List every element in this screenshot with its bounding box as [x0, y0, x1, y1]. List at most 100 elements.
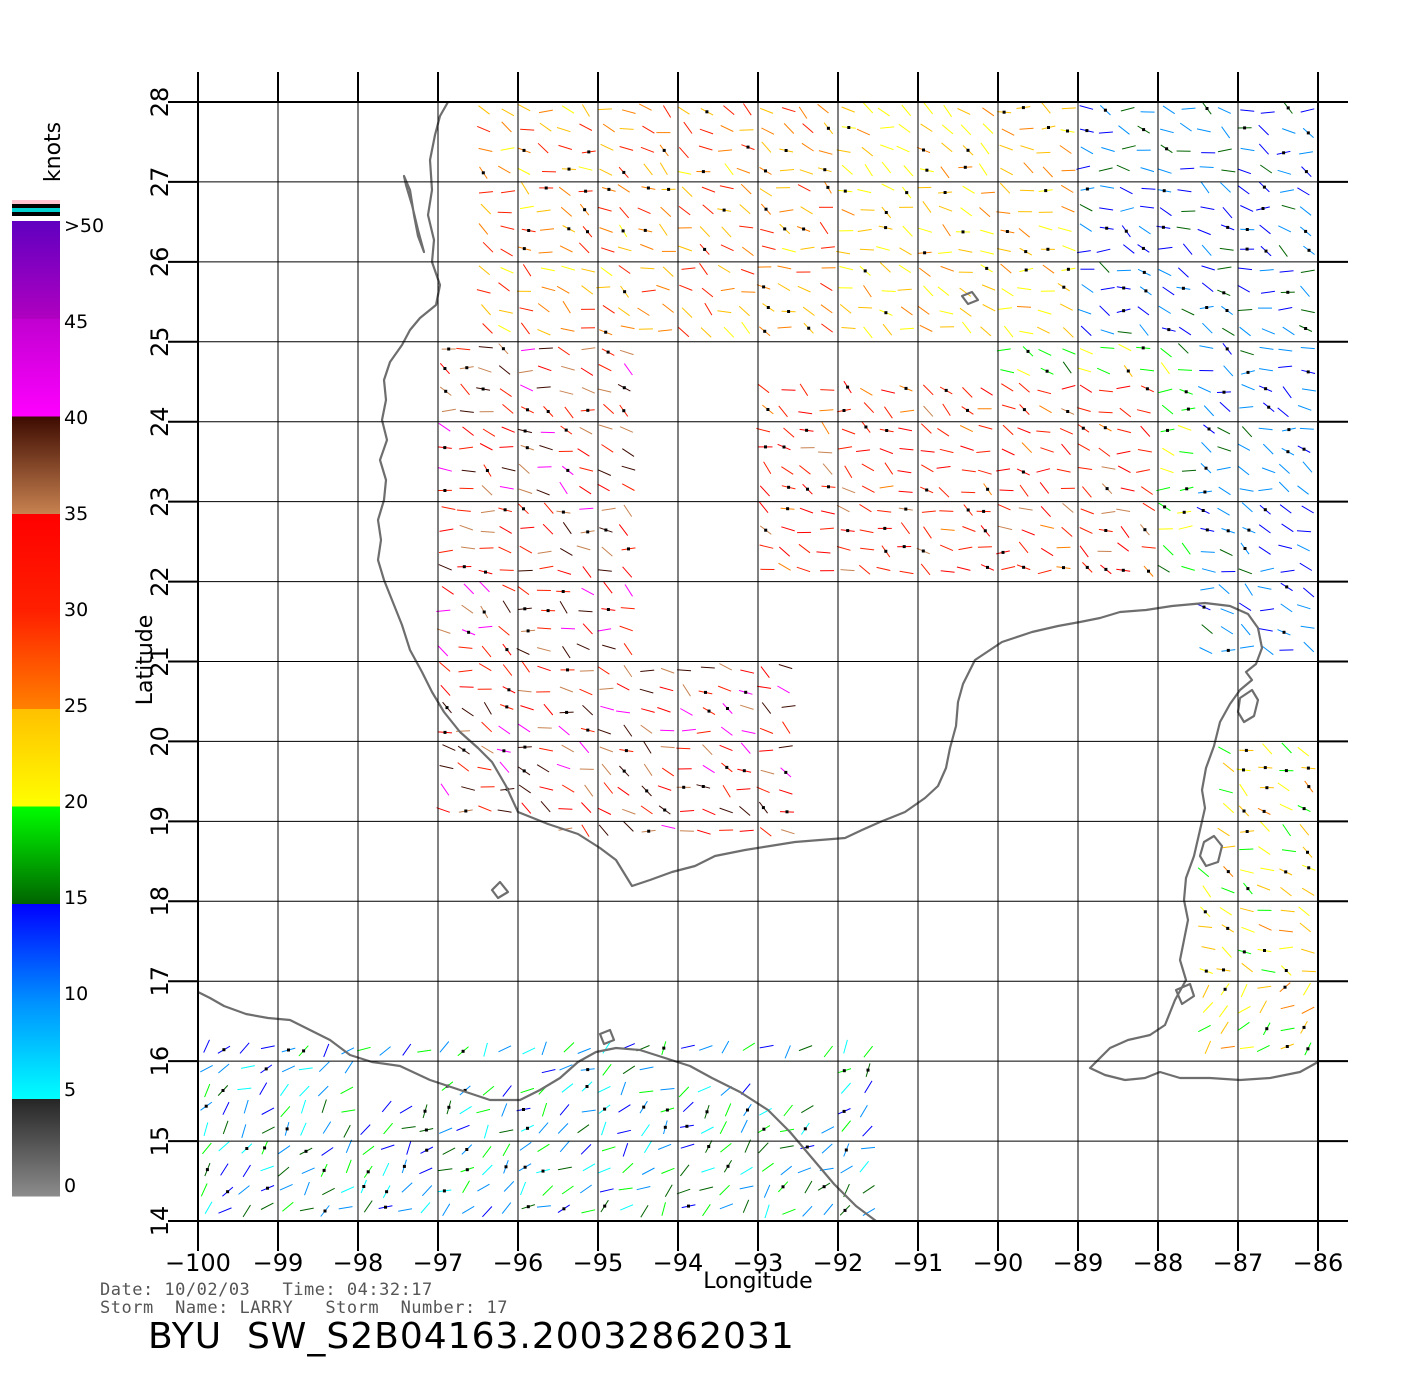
- wind-vector: [724, 163, 734, 176]
- wind-vector: [597, 483, 610, 492]
- wind-vector: [317, 1085, 329, 1097]
- wind-vector: [1080, 508, 1094, 515]
- wind-vector: [861, 485, 875, 493]
- wind-vector: [579, 741, 590, 754]
- vector-center-dot: [484, 570, 487, 574]
- wind-vector: [501, 121, 512, 133]
- wind-vector: [581, 347, 596, 351]
- wind-vector: [458, 646, 473, 649]
- wind-vector: [1240, 869, 1254, 874]
- wind-vector: [1140, 486, 1153, 495]
- vector-center-dot: [966, 408, 969, 412]
- wind-vector: [363, 1200, 373, 1213]
- wind-vector: [518, 370, 533, 374]
- wind-vector: [1256, 884, 1271, 891]
- vector-center-dot: [1045, 369, 1049, 373]
- wind-vector: [700, 1126, 714, 1134]
- vector-center-dot: [204, 1104, 208, 1108]
- wind-vector: [579, 426, 593, 435]
- vector-center-dot: [1185, 487, 1189, 491]
- wind-vector: [1300, 285, 1310, 297]
- legend-label: 45: [64, 311, 88, 333]
- wind-vector: [1038, 348, 1052, 356]
- vector-center-dot: [1142, 128, 1146, 132]
- wind-vector: [584, 784, 594, 797]
- vector-center-dot: [1046, 247, 1050, 251]
- wind-vector: [483, 1042, 488, 1057]
- wind-vector: [923, 526, 932, 539]
- vector-center-dot: [564, 428, 568, 432]
- vector-center-dot: [1222, 390, 1226, 394]
- vector-center-dot: [807, 326, 811, 330]
- wind-vector: [1280, 569, 1295, 573]
- wind-vector: [1261, 467, 1276, 474]
- wind-vector: [521, 802, 532, 814]
- vector-center-dot: [525, 446, 529, 450]
- x-tick-label: −96: [493, 1249, 544, 1277]
- x-tick-label: −92: [813, 1249, 864, 1277]
- wind-vector: [498, 282, 510, 292]
- vector-center-dot: [705, 1110, 709, 1114]
- wind-vector: [520, 705, 534, 711]
- vector-center-dot: [1005, 230, 1009, 233]
- wind-vector: [1203, 405, 1215, 417]
- wind-vector: [1260, 608, 1275, 612]
- wind-vector: [1280, 603, 1293, 613]
- yucatan-lake: [1236, 688, 1260, 724]
- wind-vector: [1062, 361, 1072, 374]
- wind-vector: [959, 307, 972, 317]
- legend-cap-stripe: [12, 200, 60, 204]
- wind-vector: [298, 1067, 313, 1071]
- vector-center-dot: [566, 468, 570, 472]
- vector-center-dot: [966, 148, 970, 152]
- wind-vector: [1216, 466, 1231, 471]
- wind-vector: [482, 1164, 493, 1176]
- wind-vector: [1040, 447, 1054, 453]
- wind-vector: [1101, 466, 1116, 470]
- vector-center-dot: [1145, 387, 1149, 391]
- wind-vector: [563, 1042, 575, 1053]
- wind-vector: [560, 206, 573, 217]
- pacific-islet: [598, 1028, 616, 1046]
- vector-center-dot: [866, 1068, 870, 1072]
- wind-vector: [1218, 788, 1233, 794]
- wind-vector: [1279, 504, 1292, 514]
- vector-center-dot: [785, 810, 789, 814]
- wind-vector: [578, 242, 590, 254]
- wind-vector: [521, 660, 531, 673]
- wind-vector: [576, 545, 591, 551]
- storm-info-line: Storm Name: LARRY Storm Number: 17: [100, 1298, 508, 1318]
- wind-vector: [860, 387, 873, 396]
- vector-center-dot: [1044, 189, 1048, 193]
- wind-vector: [1238, 568, 1253, 575]
- wind-vector: [597, 206, 612, 212]
- wind-vector: [580, 1184, 592, 1194]
- wind-vector: [1221, 887, 1235, 894]
- wind-vector: [681, 186, 693, 197]
- wind-vector: [1240, 623, 1251, 636]
- wind-vector: [1279, 803, 1293, 811]
- vector-center-dot: [781, 1185, 785, 1189]
- wind-vector: [860, 547, 875, 551]
- vector-center-dot: [1306, 370, 1310, 374]
- wind-vector: [1018, 507, 1033, 511]
- wind-vector: [941, 142, 953, 153]
- wind-vector: [462, 426, 474, 436]
- vector-center-dot: [623, 290, 627, 294]
- wind-vector: [1277, 407, 1289, 418]
- vector-center-dot: [565, 710, 569, 714]
- southern-gulf-islet: [490, 880, 510, 900]
- wind-vector: [598, 424, 613, 430]
- wind-vector: [740, 1119, 748, 1133]
- wind-vector: [457, 762, 470, 772]
- wind-vector: [903, 165, 914, 177]
- vector-center-dot: [526, 408, 529, 412]
- vector-center-dot: [843, 1208, 847, 1212]
- wind-vector: [1299, 151, 1313, 155]
- wind-vector: [980, 250, 995, 255]
- wind-vector: [279, 1183, 293, 1191]
- vector-center-dot: [704, 690, 707, 694]
- wind-vector: [938, 205, 953, 212]
- vector-center-dot: [1242, 809, 1246, 813]
- wind-vector: [498, 324, 511, 333]
